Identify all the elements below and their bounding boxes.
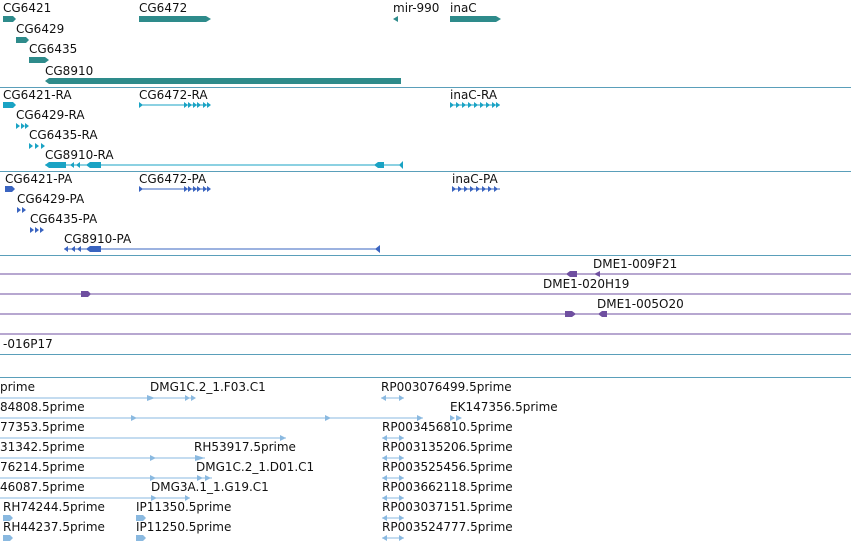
mrna-label-cg6472-ra[interactable]: CG6472-RA [139,88,208,102]
cds-label-cg6429-pa[interactable]: CG6429-PA [17,192,85,206]
gene-label-cg6429[interactable]: CG6429 [16,22,65,36]
est-glyph[interactable] [3,535,13,541]
est-label[interactable]: RP003037151.5prime [382,500,513,514]
gene-glyphs [3,16,501,84]
bac-label-dme1-005o20[interactable]: DME1-005O20 [597,297,684,311]
est-label[interactable]: 46087.5prime [0,480,85,494]
mrna-inac-ra-glyph[interactable] [450,102,500,108]
gene-cg6435-glyph[interactable] [29,57,49,63]
est-label[interactable]: RH44237.5prime [3,520,105,534]
bac-label-016p17[interactable]: -016P17 [3,337,53,351]
mrna-glyphs [3,102,500,169]
est-label[interactable]: DMG1C.2_1.D01.C1 [196,460,315,474]
cds-label-cg8910-pa[interactable]: CG8910-PA [64,232,132,246]
mrna-label-cg6421-ra[interactable]: CG6421-RA [3,88,72,102]
mrna-cg6429-ra-glyph[interactable] [16,123,29,129]
est-label[interactable]: IP11350.5prime [136,500,232,514]
gene-label-cg6435[interactable]: CG6435 [29,42,78,56]
est-label[interactable]: RP003525456.5prime [382,460,513,474]
cds-label-cg6472-pa[interactable]: CG6472-PA [139,172,207,186]
gene-cg6472-glyph[interactable] [139,16,211,22]
cds-cg6429-pa-glyph[interactable] [17,207,26,213]
est-label[interactable]: 84808.5prime [0,400,85,414]
est-label[interactable]: RP003456810.5prime [382,420,513,434]
cds-cg6472-pa-glyph[interactable] [139,186,211,192]
mrna-label-cg6435-ra[interactable]: CG6435-RA [29,128,98,142]
mrna-label-inac-ra[interactable]: inaC-RA [450,88,498,102]
cds-inac-pa-glyph[interactable] [452,186,500,192]
cds-label-cg6421-pa[interactable]: CG6421-PA [5,172,73,186]
gene-label-cg8910[interactable]: CG8910 [45,64,94,78]
est-label[interactable]: 31342.5prime [0,440,85,454]
mrna-label-cg6429-ra[interactable]: CG6429-RA [16,108,85,122]
est-label[interactable]: RP003076499.5prime [381,380,512,394]
gene-cg6421-glyph[interactable] [3,16,16,22]
gene-cg6429-glyph[interactable] [16,37,29,43]
mrna-cg6421-ra-glyph[interactable] [3,102,16,108]
gene-mir990-glyph[interactable] [393,16,398,22]
mrna-label-cg8910-ra[interactable]: CG8910-RA [45,148,114,162]
bac-dme1-020h19-glyph[interactable] [0,291,851,297]
cds-cg8910-pa-glyph[interactable] [64,245,380,253]
est-glyphs [0,395,462,541]
bac-dme1-009f21-glyph[interactable] [0,271,851,277]
bac-label-dme1-009f21[interactable]: DME1-009F21 [593,257,678,271]
est-label[interactable]: RH74244.5prime [3,500,105,514]
est-glyph[interactable] [136,535,146,541]
cds-cg6421-pa-glyph[interactable] [5,186,15,192]
est-glyph[interactable] [450,415,462,421]
est-label[interactable]: prime [0,380,35,394]
gene-inac-glyph[interactable] [450,16,501,22]
est-label[interactable]: RH53917.5prime [194,440,296,454]
est-label[interactable]: EK147356.5prime [450,400,558,414]
cds-cg6435-pa-glyph[interactable] [30,227,44,233]
gene-label-cg6421[interactable]: CG6421 [3,1,52,15]
mrna-cg6435-ra-glyph[interactable] [29,143,45,149]
est-label[interactable]: DMG3A.1_1.G19.C1 [151,480,269,494]
est-glyph[interactable] [136,515,146,521]
cds-label-cg6435-pa[interactable]: CG6435-PA [30,212,98,226]
est-label[interactable]: RP003135206.5prime [382,440,513,454]
est-label[interactable]: RP003524777.5prime [382,520,513,534]
cds-label-inac-pa[interactable]: inaC-PA [452,172,498,186]
gene-label-cg6472[interactable]: CG6472 [139,1,188,15]
est-label[interactable]: IP11250.5prime [136,520,232,534]
gene-cg8910-glyph[interactable] [45,78,401,84]
mrna-cg6472-ra-glyph[interactable] [139,102,211,108]
cds-glyphs [5,186,500,253]
gene-label-mir990[interactable]: mir-990 [393,1,440,15]
bac-label-dme1-020h19[interactable]: DME1-020H19 [543,277,630,291]
est-label[interactable]: DMG1C.2_1.F03.C1 [150,380,266,394]
est-label[interactable]: 76214.5prime [0,460,85,474]
bac-dme1-005o20-glyph[interactable] [0,311,851,317]
bac-glyphs [0,271,851,335]
gene-label-inac[interactable]: inaC [450,1,477,15]
mrna-cg8910-ra-glyph[interactable] [45,161,403,169]
est-label[interactable]: 77353.5prime [0,420,85,434]
est-label[interactable]: RP003662118.5prime [382,480,513,494]
est-glyph[interactable] [3,515,13,521]
